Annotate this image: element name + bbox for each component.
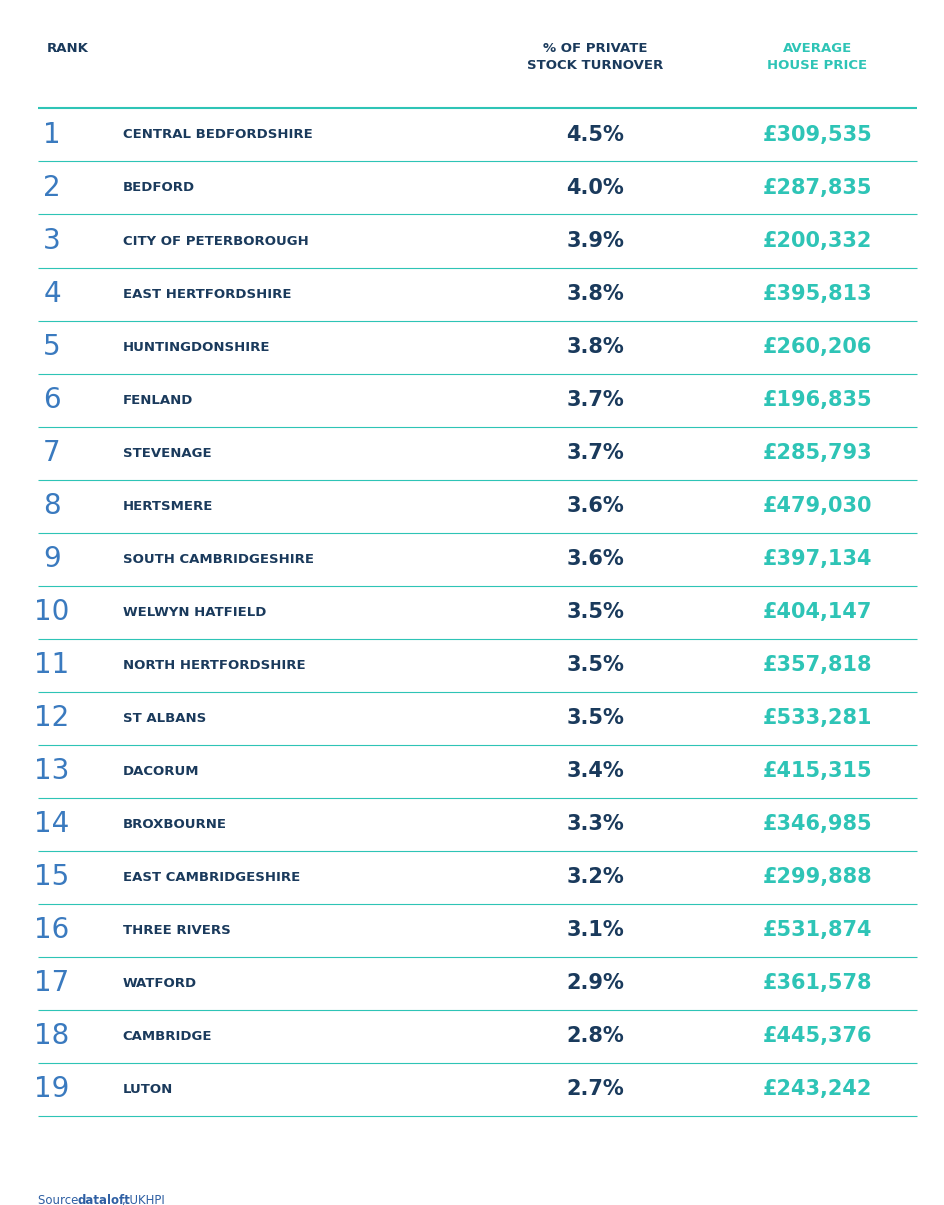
- Text: STEVENAGE: STEVENAGE: [123, 447, 211, 459]
- Text: £404,147: £404,147: [762, 602, 871, 622]
- Text: LUTON: LUTON: [123, 1083, 173, 1095]
- Text: Source:: Source:: [38, 1194, 86, 1205]
- Text: 5: 5: [43, 333, 60, 362]
- Text: 3.5%: 3.5%: [565, 656, 624, 675]
- Text: 7: 7: [43, 439, 60, 468]
- Text: 4.0%: 4.0%: [565, 178, 624, 198]
- Text: CITY OF PETERBOROUGH: CITY OF PETERBOROUGH: [123, 235, 309, 247]
- Text: 2.7%: 2.7%: [565, 1080, 624, 1099]
- Text: EAST CAMBRIDGESHIRE: EAST CAMBRIDGESHIRE: [123, 871, 300, 883]
- Text: £346,985: £346,985: [762, 815, 871, 834]
- Text: 3.3%: 3.3%: [565, 815, 624, 834]
- Text: £445,376: £445,376: [762, 1027, 871, 1046]
- Text: 3.5%: 3.5%: [565, 709, 624, 728]
- Text: HERTSMERE: HERTSMERE: [123, 500, 213, 512]
- Text: 3.8%: 3.8%: [565, 284, 624, 304]
- Text: 3.5%: 3.5%: [565, 602, 624, 622]
- Text: 3.6%: 3.6%: [565, 496, 624, 516]
- Text: SOUTH CAMBRIDGESHIRE: SOUTH CAMBRIDGESHIRE: [123, 553, 313, 565]
- Text: 15: 15: [34, 863, 70, 892]
- Text: HUNTINGDONSHIRE: HUNTINGDONSHIRE: [123, 341, 270, 353]
- Text: AVERAGE
HOUSE PRICE: AVERAGE HOUSE PRICE: [767, 42, 867, 72]
- Text: £260,206: £260,206: [762, 337, 871, 357]
- Text: % OF PRIVATE
STOCK TURNOVER: % OF PRIVATE STOCK TURNOVER: [527, 42, 663, 72]
- Text: £357,818: £357,818: [762, 656, 871, 675]
- Text: 10: 10: [34, 598, 70, 627]
- Text: 16: 16: [34, 916, 70, 945]
- Text: 14: 14: [34, 810, 70, 839]
- Text: 4.5%: 4.5%: [565, 125, 624, 145]
- Text: 1: 1: [43, 120, 60, 149]
- Text: 11: 11: [34, 651, 70, 680]
- Text: WATFORD: WATFORD: [123, 977, 196, 989]
- Text: DACORUM: DACORUM: [123, 765, 199, 777]
- Text: £243,242: £243,242: [762, 1080, 871, 1099]
- Text: , UKHPI: , UKHPI: [122, 1194, 164, 1205]
- Text: dataloft: dataloft: [77, 1194, 130, 1205]
- Text: 9: 9: [43, 545, 60, 574]
- Text: 2.9%: 2.9%: [565, 974, 624, 993]
- Text: 2.8%: 2.8%: [565, 1027, 624, 1046]
- Text: 3.1%: 3.1%: [565, 921, 624, 940]
- Text: £299,888: £299,888: [762, 868, 871, 887]
- Text: 18: 18: [34, 1022, 70, 1051]
- Text: 3.7%: 3.7%: [565, 390, 624, 410]
- Text: 3.4%: 3.4%: [565, 762, 624, 781]
- Text: 17: 17: [34, 969, 70, 998]
- Text: £531,874: £531,874: [762, 921, 871, 940]
- Text: 2: 2: [43, 174, 60, 202]
- Text: FENLAND: FENLAND: [123, 394, 193, 406]
- Text: £200,332: £200,332: [762, 231, 871, 251]
- Text: BROXBOURNE: BROXBOURNE: [123, 818, 227, 830]
- Text: £395,813: £395,813: [762, 284, 871, 304]
- Text: ST ALBANS: ST ALBANS: [123, 712, 206, 724]
- Text: 12: 12: [34, 704, 70, 733]
- Text: 3.2%: 3.2%: [565, 868, 624, 887]
- Text: £287,835: £287,835: [762, 178, 871, 198]
- Text: £533,281: £533,281: [762, 709, 871, 728]
- Text: 13: 13: [34, 757, 70, 786]
- Text: EAST HERTFORDSHIRE: EAST HERTFORDSHIRE: [123, 288, 291, 300]
- Text: 19: 19: [34, 1075, 70, 1104]
- Text: £479,030: £479,030: [762, 496, 871, 516]
- Text: WELWYN HATFIELD: WELWYN HATFIELD: [123, 606, 266, 618]
- Text: £415,315: £415,315: [762, 762, 871, 781]
- Text: £397,134: £397,134: [762, 549, 871, 569]
- Text: £196,835: £196,835: [762, 390, 871, 410]
- Text: £285,793: £285,793: [762, 443, 871, 463]
- Text: NORTH HERTFORDSHIRE: NORTH HERTFORDSHIRE: [123, 659, 305, 671]
- Text: 3: 3: [43, 227, 60, 255]
- Text: £361,578: £361,578: [762, 974, 871, 993]
- Text: 3.7%: 3.7%: [565, 443, 624, 463]
- Text: 4: 4: [43, 280, 60, 308]
- Text: CENTRAL BEDFORDSHIRE: CENTRAL BEDFORDSHIRE: [123, 129, 312, 141]
- Text: THREE RIVERS: THREE RIVERS: [123, 924, 230, 936]
- Text: 8: 8: [43, 492, 60, 521]
- Text: RANK: RANK: [47, 42, 89, 55]
- Text: 6: 6: [43, 386, 60, 415]
- Text: 3.8%: 3.8%: [565, 337, 624, 357]
- Text: CAMBRIDGE: CAMBRIDGE: [123, 1030, 212, 1042]
- Text: 3.9%: 3.9%: [565, 231, 624, 251]
- Text: BEDFORD: BEDFORD: [123, 182, 194, 194]
- Text: 3.6%: 3.6%: [565, 549, 624, 569]
- Text: £309,535: £309,535: [762, 125, 871, 145]
